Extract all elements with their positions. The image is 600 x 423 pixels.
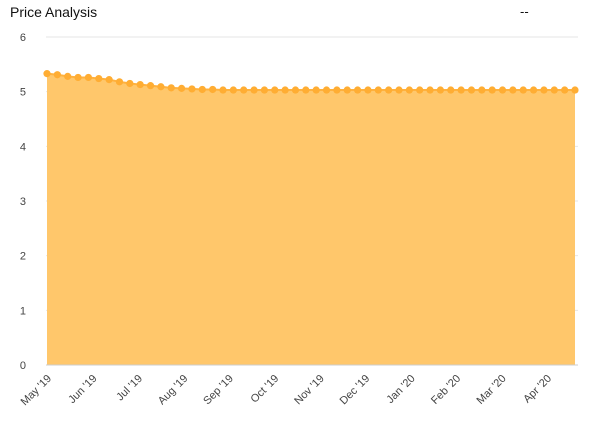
data-point[interactable] <box>53 71 61 79</box>
data-point[interactable] <box>157 83 165 91</box>
data-point[interactable] <box>467 86 476 94</box>
data-points <box>43 70 579 94</box>
area-series <box>46 72 575 366</box>
data-point[interactable] <box>312 86 320 94</box>
data-point[interactable] <box>126 79 134 88</box>
x-tick-label: Jun '19 <box>66 373 99 406</box>
data-point[interactable] <box>302 86 310 94</box>
y-tick-label: 3 <box>20 196 26 208</box>
data-point[interactable] <box>105 76 113 84</box>
data-point[interactable] <box>260 86 269 94</box>
data-point[interactable] <box>271 86 279 94</box>
data-point[interactable] <box>198 85 206 94</box>
data-point[interactable] <box>333 86 341 94</box>
data-point[interactable] <box>457 86 465 94</box>
data-point[interactable] <box>550 86 558 94</box>
data-point[interactable] <box>571 86 579 94</box>
x-tick-label: Dec '19 <box>338 373 373 408</box>
data-point[interactable] <box>405 86 413 94</box>
data-point[interactable] <box>395 86 403 94</box>
y-axis-tick-labels: 0 1 2 3 4 5 6 <box>20 32 26 372</box>
x-tick-label: Mar '20 <box>474 373 508 407</box>
x-tick-label: Feb '20 <box>429 373 463 407</box>
x-tick-label: Apr '20 <box>521 373 554 406</box>
data-point[interactable] <box>240 86 248 94</box>
data-point[interactable] <box>364 86 372 94</box>
area-fill <box>47 73 575 366</box>
data-point[interactable] <box>64 72 72 80</box>
x-axis: May '19 Jun '19 Jul '19 Aug '19 Sep '19 Oct '… <box>19 364 578 408</box>
y-tick-label: 6 <box>20 32 26 44</box>
data-point[interactable] <box>353 86 362 94</box>
x-tick-label: Jan '20 <box>384 373 417 406</box>
data-point[interactable] <box>529 86 538 94</box>
data-point[interactable] <box>136 80 144 89</box>
data-point[interactable] <box>95 74 103 83</box>
data-point[interactable] <box>177 84 186 92</box>
x-tick-label: Jul '19 <box>114 373 145 404</box>
data-point[interactable] <box>478 86 486 94</box>
data-point[interactable] <box>322 86 331 94</box>
x-tick-label: May '19 <box>19 373 54 408</box>
data-point[interactable] <box>229 86 237 94</box>
data-point[interactable] <box>519 86 527 94</box>
data-point[interactable] <box>509 86 517 94</box>
y-tick-label: 5 <box>20 87 26 99</box>
series-line <box>46 72 575 92</box>
data-point[interactable] <box>291 86 300 94</box>
data-point[interactable] <box>561 86 569 94</box>
y-tick-label: 4 <box>20 141 26 153</box>
data-point[interactable] <box>219 86 227 94</box>
data-point[interactable] <box>43 70 51 78</box>
data-point[interactable] <box>488 86 496 94</box>
data-point[interactable] <box>167 84 175 92</box>
data-point[interactable] <box>498 86 507 94</box>
x-tick-label: Nov '19 <box>292 373 327 408</box>
data-point[interactable] <box>426 86 434 94</box>
data-point[interactable] <box>385 86 393 94</box>
data-point[interactable] <box>188 85 196 93</box>
chart-title: Price Analysis <box>10 4 98 20</box>
data-point[interactable] <box>436 86 445 94</box>
x-tick-label: Sep '19 <box>201 373 236 408</box>
data-point[interactable] <box>540 86 548 94</box>
data-point[interactable] <box>209 85 217 94</box>
data-point[interactable] <box>74 73 82 82</box>
data-point[interactable] <box>250 86 258 94</box>
data-point[interactable] <box>374 86 382 94</box>
data-point[interactable] <box>343 86 351 94</box>
data-point[interactable] <box>115 78 124 86</box>
data-point[interactable] <box>447 86 455 94</box>
x-tick-label: Oct '19 <box>249 373 282 406</box>
data-point[interactable] <box>416 86 424 94</box>
y-tick-label: 2 <box>20 251 26 263</box>
data-point[interactable] <box>281 86 289 94</box>
y-tick-label: 1 <box>20 305 26 317</box>
data-point[interactable] <box>146 82 155 90</box>
y-tick-label: 0 <box>20 360 26 372</box>
data-point[interactable] <box>84 73 93 82</box>
x-tick-label: Aug '19 <box>156 373 191 408</box>
status-value: -- <box>520 4 529 19</box>
